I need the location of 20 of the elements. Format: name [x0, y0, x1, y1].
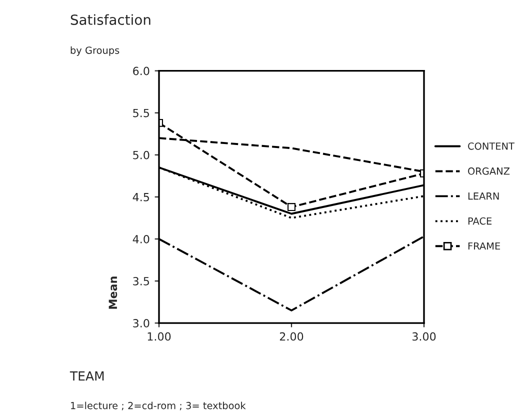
x-tick-label: 2.00 [280, 332, 304, 341]
y-tick-label: 4.5 [132, 193, 149, 202]
legend-label: CONTENT [468, 142, 515, 150]
legend-label: PACE [468, 217, 492, 225]
y-tick-label: 5.5 [133, 108, 149, 118]
y-tick-label: 3.5 [133, 276, 149, 286]
y-axis-title: Mean [108, 276, 118, 309]
chart-title: Satisfaction [70, 14, 150, 25]
chart-subtitle: by Groups [70, 46, 120, 56]
y-tick-label: 6.0 [133, 66, 150, 76]
legend-label: FRAME [468, 242, 500, 250]
x-tick-label: 1.00 [148, 332, 171, 341]
legend-label: ORGANZ [468, 167, 510, 175]
y-tick-label: 4.0 [132, 234, 150, 244]
x-axis-title: TEAM [70, 371, 104, 381]
x-tick-label: 3.00 [412, 332, 436, 341]
text: 1=lecture ; 2=cd-rom ; 3= textbook [71, 402, 246, 410]
y-tick-label: 5.0 [133, 150, 150, 160]
y-tick-label: 3.0 [133, 319, 150, 328]
legend-label: LEARN [468, 192, 499, 200]
